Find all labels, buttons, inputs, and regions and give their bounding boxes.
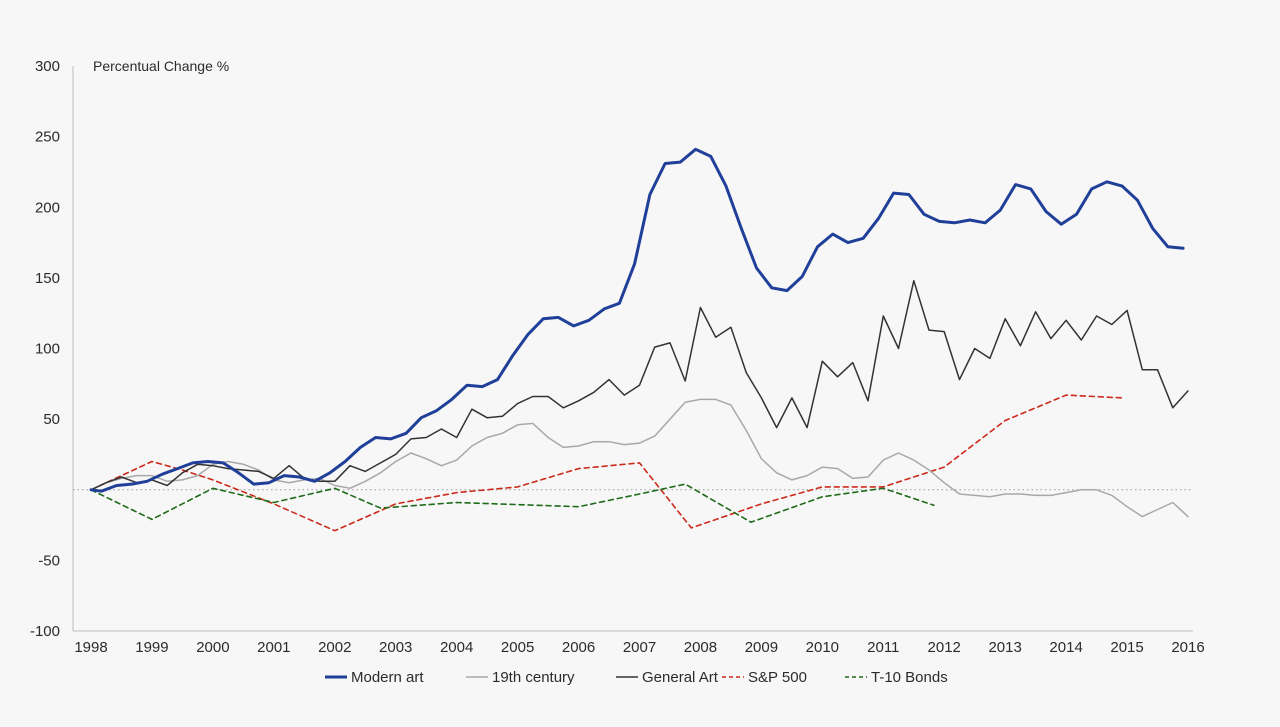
x-tick-label: 2010: [806, 639, 839, 656]
x-tick-label: 2006: [562, 639, 595, 656]
x-tick-label: 2013: [988, 639, 1021, 656]
x-tick-label: 2012: [928, 639, 961, 656]
legend-label: General Art: [642, 669, 719, 686]
x-tick-label: 1998: [74, 639, 107, 656]
x-tick-label: 2003: [379, 639, 412, 656]
x-tick-label: 2007: [623, 639, 656, 656]
y-axis-title: Percentual Change %: [93, 58, 229, 74]
series-line-s-p-500: [90, 394, 1123, 532]
y-tick-label: 300: [35, 58, 60, 75]
x-tick-label: 2005: [501, 639, 534, 656]
x-tick-labels: 1998 1999 2000 2001 2002 2003 2004 2005 2006 2007…: [74, 639, 1204, 656]
legend-label: T-10 Bonds: [871, 669, 948, 686]
x-tick-label: 2014: [1049, 639, 1082, 656]
y-tick-label: 100: [35, 341, 60, 358]
axes: [72, 66, 1193, 632]
x-tick-label: 2008: [684, 639, 717, 656]
y-tick-label: -100: [30, 623, 60, 640]
legend: Modern art 19th century General Art S&P 500…: [325, 669, 948, 686]
legend-label: 19th century: [492, 669, 575, 686]
series-line-t-10-bonds: [90, 483, 935, 523]
y-tick-label: 250: [35, 129, 60, 146]
y-tick-label: -50: [38, 552, 60, 569]
x-tick-label: 2004: [440, 639, 473, 656]
x-tick-label: 2009: [745, 639, 778, 656]
x-tick-label: 2011: [867, 639, 899, 656]
x-tick-label: 2016: [1171, 639, 1204, 656]
x-tick-label: 2001: [257, 639, 290, 656]
legend-label: S&P 500: [748, 669, 807, 686]
x-tick-label: 2015: [1110, 639, 1143, 656]
x-tick-label: 1999: [135, 639, 168, 656]
legend-label: Modern art: [351, 669, 424, 686]
y-tick-label: 150: [35, 270, 60, 287]
series-line-general-art: [90, 279, 1189, 491]
y-tick-label: 50: [43, 411, 60, 428]
series-lines: [89, 147, 1189, 532]
x-tick-label: 2002: [318, 639, 351, 656]
x-tick-label: 2000: [196, 639, 229, 656]
series-line-modern-art: [89, 147, 1185, 493]
y-tick-label: 200: [35, 199, 60, 216]
y-tick-labels: 300 250 200 150 100 50 -50 -100: [30, 58, 60, 640]
